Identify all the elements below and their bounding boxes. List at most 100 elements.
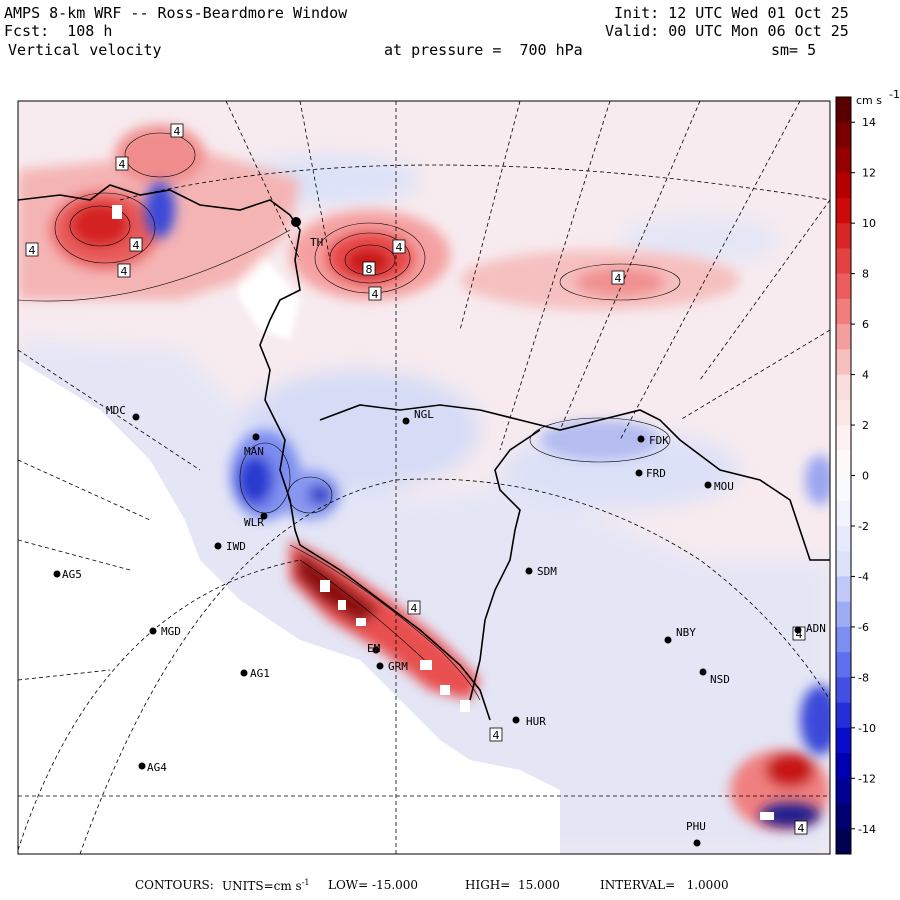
colorbar-swatch — [836, 652, 851, 678]
station-mdc: MDC — [106, 404, 140, 421]
footer-high: HIGH= 15.000 — [465, 878, 560, 892]
colorbar-swatch — [836, 475, 851, 502]
forecast-hour: Fcst: 108 h — [4, 22, 113, 40]
station-hur: HUR — [512, 715, 546, 728]
station-mou: MOU — [704, 480, 734, 493]
svg-text:IWD: IWD — [226, 540, 246, 553]
svg-text:FDK: FDK — [649, 434, 669, 447]
svg-text:4: 4 — [372, 288, 379, 301]
map-field: 4 4 4 4 4 4 8 4 4 4 4 4 4 MDC NGL FDK FR… — [18, 101, 830, 854]
graticule — [18, 101, 830, 854]
contour-label: 4 — [115, 156, 129, 171]
colorbar-swatch — [836, 576, 851, 603]
svg-text:EM: EM — [367, 642, 381, 655]
colorbar-units: cm s — [856, 94, 882, 107]
colorbar-swatch — [836, 601, 851, 628]
contour-lines — [18, 132, 681, 701]
svg-text:SDM: SDM — [537, 565, 557, 578]
colorbar-tick-label: -4 — [858, 570, 869, 583]
station-frd: FRD — [635, 467, 666, 480]
contour-label: 4 — [794, 820, 808, 835]
colorbar-swatch — [836, 626, 851, 653]
colorbar-swatch — [836, 172, 851, 199]
station-fdk: FDK — [637, 434, 669, 447]
contour-label: 4 — [170, 123, 184, 138]
svg-text:AG4: AG4 — [147, 761, 167, 774]
station-ngl: NGL — [402, 408, 434, 425]
colorbar-tick-label: -12 — [858, 772, 876, 785]
pressure-level: at pressure = 700 hPa — [384, 41, 583, 59]
colorbar-tick-label: -10 — [858, 722, 876, 735]
colorbar-swatch — [836, 727, 851, 754]
colorbar-swatch — [836, 702, 851, 729]
svg-text:MDC: MDC — [106, 404, 126, 417]
svg-text:WLR: WLR — [244, 516, 264, 529]
svg-text:4: 4 — [174, 125, 181, 138]
colorbar-swatch — [836, 374, 851, 401]
colorbar-swatch — [836, 298, 851, 325]
colorbar-swatch — [836, 778, 851, 805]
colorbar-tick-label: -8 — [858, 671, 869, 684]
colorbar-swatch — [836, 399, 851, 426]
svg-text:4: 4 — [119, 158, 126, 171]
svg-text:TH: TH — [310, 236, 323, 249]
svg-text:4: 4 — [396, 241, 403, 254]
footer-low: LOW= -15.000 — [328, 878, 419, 892]
svg-text:4: 4 — [29, 244, 36, 257]
smoothing-value: sm= 5 — [771, 41, 817, 59]
colorbar-tick-label: 8 — [862, 268, 869, 281]
colorbar-swatch — [836, 273, 851, 300]
colorbar-units-exponent: -1 — [889, 88, 900, 101]
colorbar-swatch — [836, 500, 851, 527]
station-man: MAN — [244, 433, 264, 458]
svg-text:4: 4 — [798, 822, 805, 835]
colorbar-swatch — [836, 677, 851, 704]
svg-text:MGD: MGD — [161, 625, 181, 638]
svg-text:4: 4 — [411, 602, 418, 615]
colorbar-swatch — [836, 324, 851, 350]
station-grm: GRM — [376, 660, 408, 673]
colorbar-swatch — [836, 248, 851, 275]
colorbar: cm s -1 14 12 10 8 6 4 2 0 -2 -4 -6 -8 -10 -12 -14 — [835, 88, 900, 855]
model-title: AMPS 8-km WRF -- Ross-Beardmore Window — [4, 4, 348, 22]
footer-contours: CONTOURS: — [135, 878, 214, 892]
colorbar-swatch — [836, 197, 851, 224]
colorbar-tick-label: -6 — [858, 621, 869, 634]
coastline — [18, 184, 830, 721]
svg-text:MOU: MOU — [714, 480, 734, 493]
colorbar-swatch — [836, 828, 851, 855]
svg-text:GRM: GRM — [388, 660, 408, 673]
svg-text:4: 4 — [796, 628, 803, 641]
colorbar-swatch — [836, 97, 851, 123]
svg-text:4: 4 — [493, 729, 500, 742]
station-iwd: IWD — [214, 540, 246, 553]
contour-label: 4 — [368, 286, 382, 301]
colorbar-tick-label: 2 — [862, 419, 869, 432]
station-phu: PHU — [686, 820, 706, 847]
footer-interval: INTERVAL= 1.0000 — [600, 878, 729, 892]
svg-text:4: 4 — [615, 272, 622, 285]
stations: MDC NGL FDK FRD MOU MAN WLR IWD AG5 SDM … — [53, 217, 826, 847]
colorbar-swatch — [836, 450, 851, 476]
colorbar-swatch — [836, 122, 851, 148]
svg-text:AG5: AG5 — [62, 568, 82, 581]
svg-text:NBY: NBY — [676, 626, 696, 639]
station-mgd: MGD — [149, 625, 181, 638]
svg-text:PHU: PHU — [686, 820, 706, 833]
field-name: Vertical velocity — [8, 41, 162, 59]
station-ag1: AG1 — [240, 667, 270, 680]
colorbar-swatch — [836, 425, 851, 451]
upward-motion-regions — [18, 125, 830, 830]
colorbar-swatch — [836, 803, 851, 830]
svg-text:FRD: FRD — [646, 467, 666, 480]
colorbar-tick-label: 10 — [862, 217, 876, 230]
colorbar-swatch — [836, 753, 851, 779]
svg-text:NSD: NSD — [710, 673, 730, 686]
colorbar-swatch — [836, 349, 851, 376]
station-sdm: SDM — [525, 565, 557, 578]
svg-text:ADN: ADN — [806, 622, 826, 635]
svg-text:NGL: NGL — [414, 408, 434, 421]
contour-label: 4 — [25, 242, 39, 257]
station-ag5: AG5 — [53, 568, 82, 581]
